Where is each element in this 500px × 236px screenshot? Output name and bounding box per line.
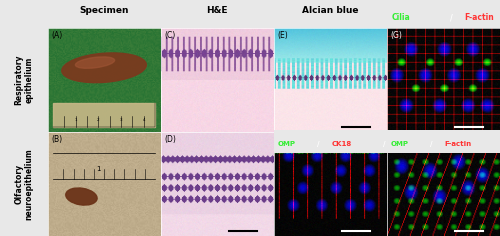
Text: /: /: [450, 13, 453, 22]
Text: (B): (B): [51, 135, 62, 144]
Text: /: /: [384, 141, 386, 147]
Text: /: /: [430, 141, 432, 147]
Ellipse shape: [76, 57, 114, 68]
Text: F-actin: F-actin: [464, 13, 494, 22]
Text: /: /: [316, 141, 319, 147]
Text: (E): (E): [277, 31, 288, 40]
Text: F-actin: F-actin: [444, 141, 471, 147]
Text: Respiratory
epithelium: Respiratory epithelium: [14, 55, 34, 105]
Text: CK18: CK18: [332, 141, 351, 147]
Text: (C): (C): [164, 31, 175, 40]
Text: 1: 1: [96, 166, 100, 172]
Text: 4: 4: [142, 118, 145, 122]
Text: OMP: OMP: [277, 141, 295, 147]
Text: 1: 1: [74, 118, 77, 122]
Text: (G): (G): [390, 31, 402, 40]
Polygon shape: [53, 103, 155, 127]
Text: OMP: OMP: [390, 141, 408, 147]
Text: Cilia: Cilia: [392, 13, 410, 22]
Text: (F): (F): [277, 135, 287, 144]
Ellipse shape: [62, 53, 146, 83]
Text: Alcian blue: Alcian blue: [302, 6, 358, 15]
Text: DAPI: DAPI: [398, 141, 417, 147]
Text: H&E: H&E: [206, 6, 228, 15]
Text: 3: 3: [120, 118, 122, 122]
Text: 2: 2: [97, 118, 100, 122]
Text: (D): (D): [164, 135, 176, 144]
Text: (A): (A): [51, 31, 62, 40]
Text: Olfactory
neuroepithelium: Olfactory neuroepithelium: [14, 148, 34, 220]
Ellipse shape: [66, 188, 97, 205]
Text: (H): (H): [390, 135, 402, 144]
Text: Specimen: Specimen: [80, 6, 129, 15]
